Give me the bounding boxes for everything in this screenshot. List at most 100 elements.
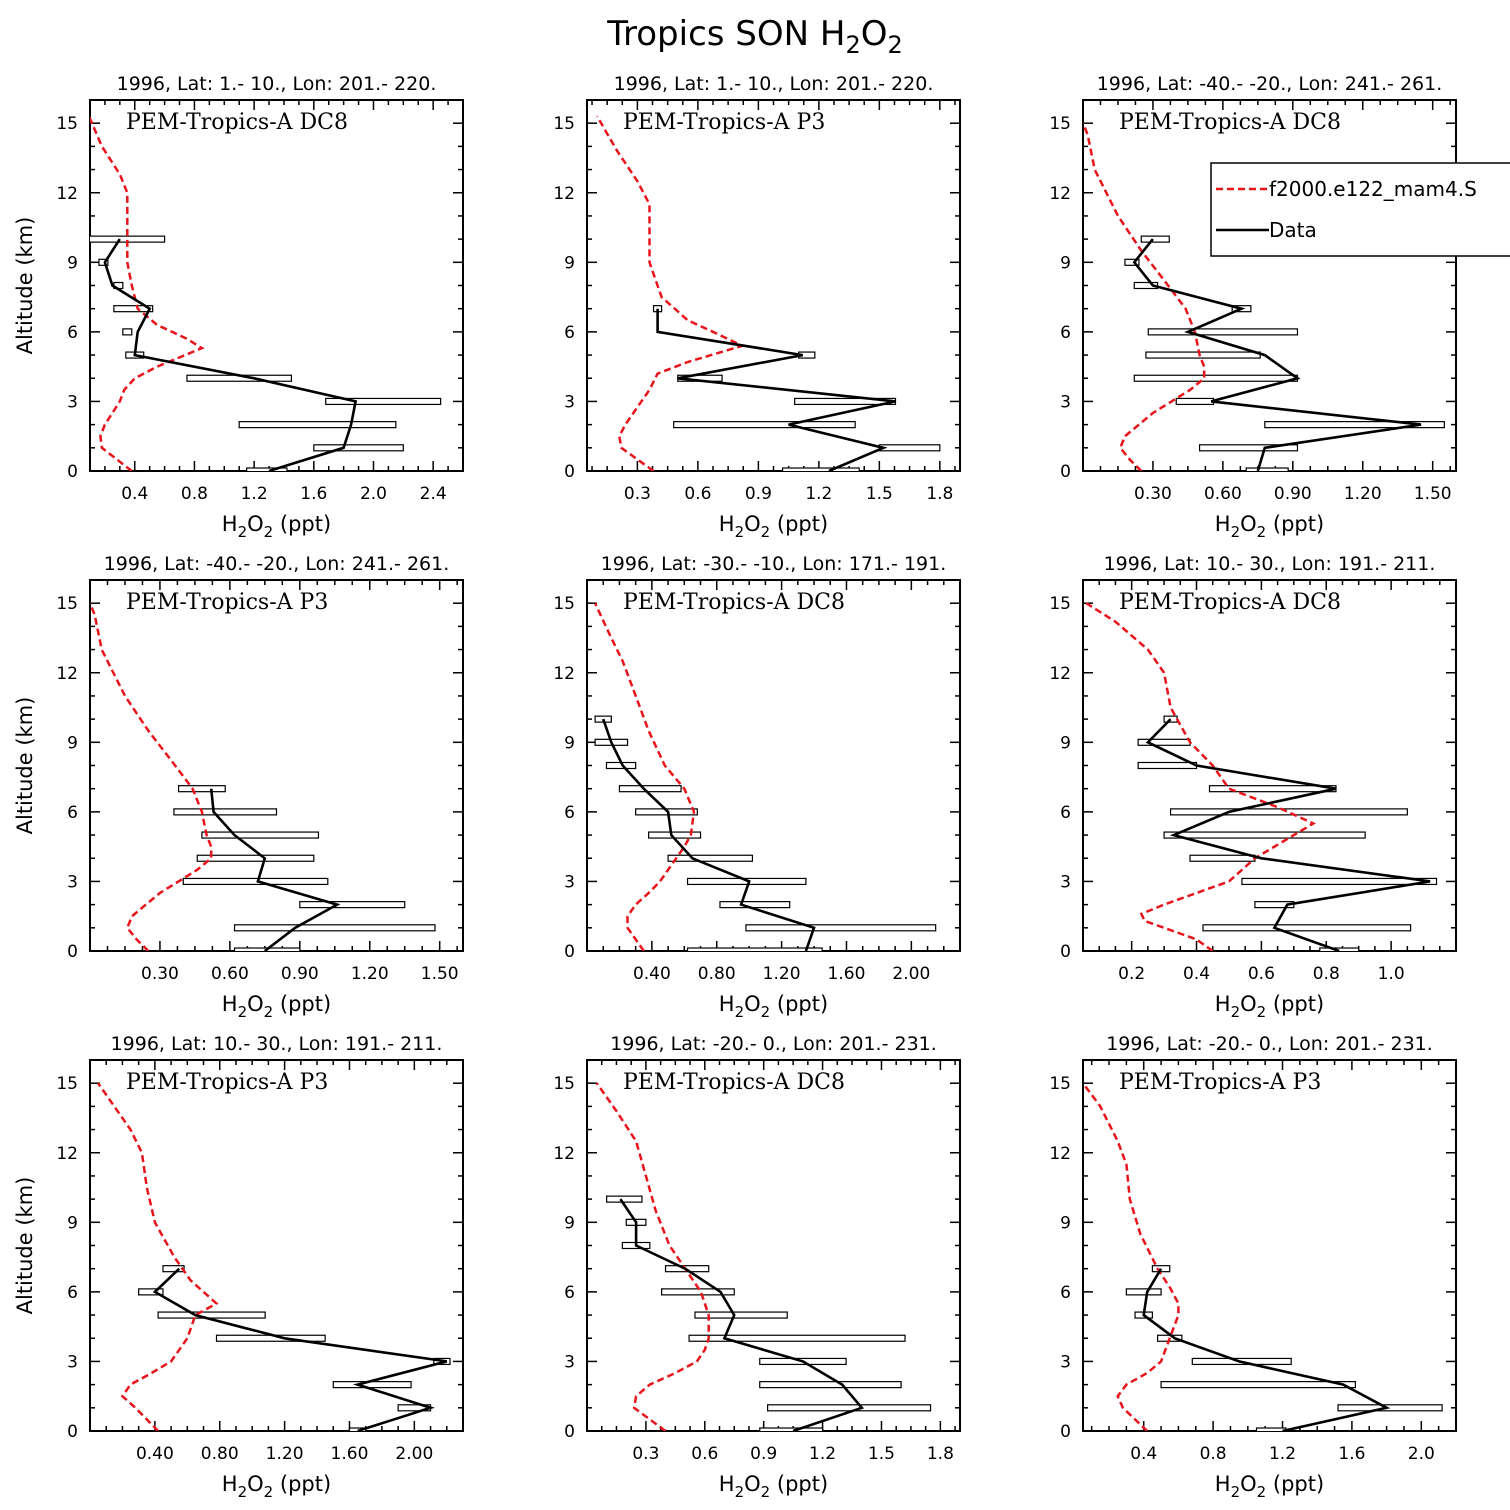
y-tick-label: 6 xyxy=(564,323,575,343)
x-tick-label: 0.6 xyxy=(684,484,711,504)
range-bar xyxy=(694,1311,788,1319)
panel-header: 1996, Lat: 10.- 30., Lon: 191.- 211. xyxy=(1104,553,1436,575)
range-bar xyxy=(667,854,754,862)
x-axis-label-unit: (ppt) xyxy=(273,1472,331,1496)
range-bar xyxy=(90,235,166,243)
x-tick-label: 0.4 xyxy=(121,484,148,504)
range-bar xyxy=(98,258,109,266)
y-tick-label: 15 xyxy=(1049,114,1071,134)
x-tick-label: 1.20 xyxy=(1344,484,1382,504)
x-axis-label-o: O xyxy=(247,1472,264,1496)
x-axis-label-sub: 2 xyxy=(238,523,248,541)
x-tick-label: 1.20 xyxy=(351,964,389,984)
x-axis-label-h: H xyxy=(719,992,735,1016)
x-axis-label-o: O xyxy=(744,512,761,536)
range-bar xyxy=(332,1381,412,1389)
x-axis-label-o: O xyxy=(247,512,264,536)
x-axis-label-h: H xyxy=(719,512,735,536)
range-bar xyxy=(196,854,315,862)
plot-area xyxy=(97,1082,451,1431)
x-axis-label-unit: (ppt) xyxy=(273,512,331,536)
y-tick-label: 6 xyxy=(1060,1283,1071,1303)
range-bar xyxy=(113,305,154,313)
x-tick-label: 1.60 xyxy=(331,1444,369,1464)
model-line xyxy=(595,1082,710,1431)
y-tick-label: 12 xyxy=(1049,184,1071,204)
x-tick-label: 1.2 xyxy=(805,484,832,504)
x-axis-label-h: H xyxy=(222,512,238,536)
x-axis-label: H2O2 (ppt) xyxy=(1215,1472,1324,1501)
x-axis-label-sub: 2 xyxy=(1257,1483,1267,1501)
panel-header: 1996, Lat: 10.- 30., Lon: 191.- 211. xyxy=(111,1033,443,1055)
x-tick-label: 1.50 xyxy=(1414,484,1452,504)
x-axis-label-unit: (ppt) xyxy=(1266,512,1324,536)
data-line xyxy=(656,308,896,471)
y-tick-label: 3 xyxy=(564,1352,575,1372)
y-tick-label: 9 xyxy=(564,733,575,753)
plot-area xyxy=(1083,1082,1443,1431)
legend-data-label: Data xyxy=(1269,218,1317,242)
range-bar xyxy=(1160,1381,1356,1389)
panel-label: PEM-Tropics-A DC8 xyxy=(623,590,845,615)
y-tick-label: 12 xyxy=(1049,1144,1071,1164)
plot-frame xyxy=(586,579,961,952)
model-line xyxy=(90,602,213,951)
x-axis-label-h: H xyxy=(1215,1472,1231,1496)
y-tick-label: 15 xyxy=(56,114,78,134)
y-tick-label: 6 xyxy=(67,323,78,343)
x-axis-label-sub: 2 xyxy=(1257,1003,1267,1021)
chart-panel-9: 1996, Lat: -20.- 0., Lon: 201.- 231. 0 3 6 9… xyxy=(1049,1033,1457,1501)
y-tick-label: 15 xyxy=(56,1074,78,1094)
y-tick-label: 15 xyxy=(553,1074,575,1094)
x-axis-label-sub: 2 xyxy=(1257,523,1267,541)
y-tick-label: 0 xyxy=(67,942,78,962)
x-axis-label-sub: 2 xyxy=(761,1003,771,1021)
range-bar xyxy=(238,421,397,429)
range-bar xyxy=(1169,808,1408,816)
range-bar xyxy=(215,1334,326,1342)
panel-label: PEM-Tropics-A P3 xyxy=(126,1070,328,1095)
x-tick-label: 1.5 xyxy=(868,1444,895,1464)
y-tick-label: 3 xyxy=(1060,872,1071,892)
range-bar xyxy=(781,467,860,471)
data-line xyxy=(209,788,341,951)
x-tick-label: 1.20 xyxy=(763,964,801,984)
x-axis-label: H2O2 (ppt) xyxy=(719,512,828,541)
x-axis-label-unit: (ppt) xyxy=(770,1472,828,1496)
x-tick-label: 0.90 xyxy=(281,964,319,984)
x-axis-label-sub: 2 xyxy=(264,1483,274,1501)
data-line xyxy=(152,1267,448,1431)
y-tick-label: 6 xyxy=(564,1283,575,1303)
data-line xyxy=(619,1198,865,1431)
x-tick-label: 0.30 xyxy=(1134,484,1172,504)
range-bar xyxy=(1241,877,1438,886)
x-axis-label: H2O2 (ppt) xyxy=(719,1472,828,1501)
y-tick-label: 12 xyxy=(553,184,575,204)
range-bar xyxy=(1140,235,1170,243)
panel-header: 1996, Lat: 1.- 10., Lon: 201.- 220. xyxy=(117,73,437,95)
range-bar xyxy=(162,1265,185,1273)
chart-panel-4: 1996, Lat: -40.- -20., Lon: 241.- 261. 0 3… xyxy=(13,553,464,1021)
panel-label: PEM-Tropics-A DC8 xyxy=(126,110,348,135)
x-tick-label: 0.8 xyxy=(1313,964,1340,984)
x-tick-label: 1.6 xyxy=(300,484,327,504)
chart-panel-6: 1996, Lat: 10.- 30., Lon: 191.- 211. 0 3 6 9… xyxy=(1049,553,1457,1021)
range-bar xyxy=(233,924,436,932)
range-bar xyxy=(157,1311,266,1319)
range-bar xyxy=(719,901,791,909)
x-tick-label: 0.40 xyxy=(633,964,671,984)
legend: f2000.e122_mam4.S Data xyxy=(1210,162,1510,257)
range-bar xyxy=(1133,374,1299,382)
range-bar xyxy=(1145,351,1261,359)
y-tick-label: 6 xyxy=(1060,323,1071,343)
chart-panel-7: 1996, Lat: 10.- 30., Lon: 191.- 211. 0 3 6 9… xyxy=(13,1033,464,1501)
range-bar xyxy=(1337,1404,1443,1412)
plot-area xyxy=(593,602,937,951)
y-tick-label: 15 xyxy=(56,594,78,614)
range-bar xyxy=(745,924,937,932)
x-axis-label-o: O xyxy=(744,992,761,1016)
x-tick-label: 0.80 xyxy=(698,964,736,984)
y-tick-label: 0 xyxy=(1060,462,1071,482)
range-bar xyxy=(1124,258,1140,266)
y-tick-label: 0 xyxy=(564,462,575,482)
